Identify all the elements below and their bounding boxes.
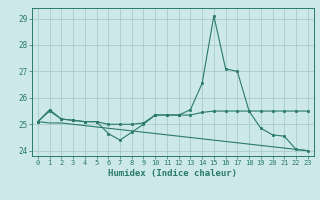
X-axis label: Humidex (Indice chaleur): Humidex (Indice chaleur) — [108, 169, 237, 178]
